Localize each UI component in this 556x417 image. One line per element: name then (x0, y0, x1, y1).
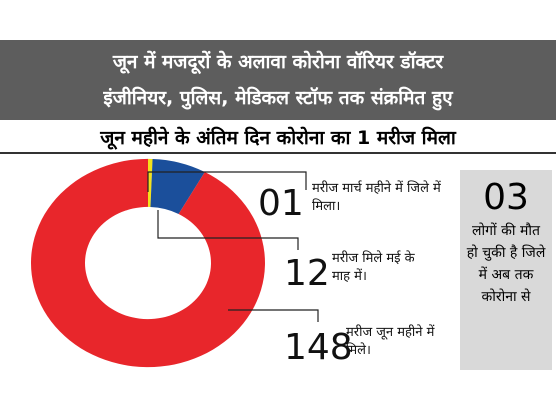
title-line: जून में मजदूरों के अलावा कोरोना वॉरियर ड… (112, 51, 444, 73)
value-label: 12 (284, 253, 330, 294)
side-box: 03 लोगों की मौत हो चुकी है जिले में अब त… (460, 170, 552, 370)
category-label: मरीज मार्च महीने में जिले में मिला। (312, 181, 441, 214)
death-text: लोगों की मौत हो चुकी है जिले में अब तक क… (466, 223, 546, 305)
category-label: मरीज जून महीने में मिले। (346, 325, 435, 358)
donut-slice (148, 158, 153, 207)
donut-slice (150, 158, 205, 214)
category-label: मरीज मिले मई के माह में। (332, 251, 415, 284)
title-line: इंजीनियर, पुलिस, मेडिकल स्टॉफ तक संक्रमि… (103, 87, 453, 109)
donut-slice (30, 158, 265, 368)
subtitle: जून महीने के अंतिम दिन कोरोना का 1 मरीज … (0, 122, 556, 154)
leaders (147, 171, 319, 322)
header: जून में मजदूरों के अलावा कोरोना वॉरियर ड… (0, 40, 556, 120)
value-label: 01 (258, 183, 304, 224)
death-count: 03 (483, 177, 529, 218)
donut (30, 158, 265, 368)
value-label: 148 (284, 327, 353, 368)
